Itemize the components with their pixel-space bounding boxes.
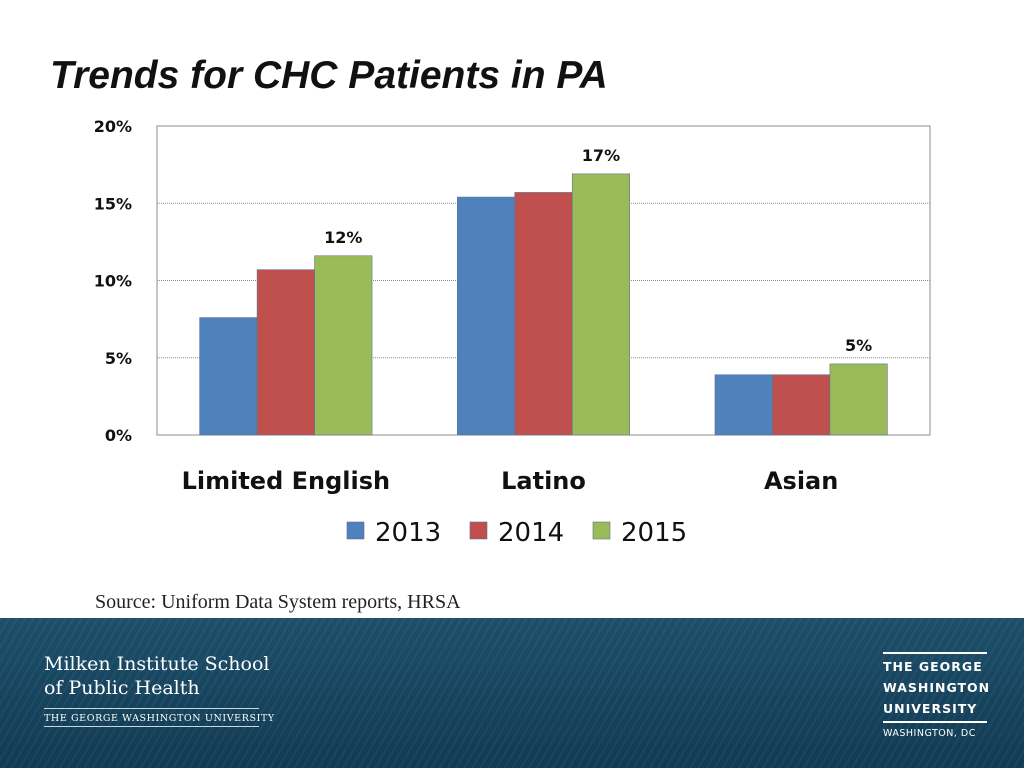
gwu-name-line1: THE GEORGE — [883, 659, 983, 674]
y-tick-label: 5% — [105, 349, 132, 368]
bar-limited-english-2015 — [314, 255, 373, 436]
logo-divider — [44, 708, 259, 709]
x-category-latino: Latino — [501, 467, 586, 495]
source-note: Source: Uniform Data System reports, HRS… — [95, 591, 461, 613]
bar-asian-2014 — [772, 374, 831, 436]
gwu-logo-rule — [883, 652, 987, 654]
bar-latino-2015 — [571, 173, 630, 436]
x-axis-categories: Limited English Latino Asian — [182, 467, 839, 495]
data-label-limited-english: 12% — [324, 228, 362, 247]
legend: 2013 2014 2015 — [346, 518, 687, 548]
bar-latino-2013 — [457, 196, 516, 436]
legend-swatch-2015 — [592, 521, 611, 540]
bar-limited-english-2013 — [199, 317, 258, 436]
gwu-name-line2: WASHINGTON — [883, 680, 991, 695]
legend-swatch-2013 — [346, 521, 365, 540]
school-name-line2: of Public Health — [44, 677, 200, 699]
legend-label-2014: 2014 — [498, 518, 564, 548]
y-tick-label: 10% — [94, 272, 132, 291]
gwu-name-line3: UNIVERSITY — [883, 701, 978, 716]
legend-swatch-2014 — [469, 521, 488, 540]
gwu-logo: THE GEORGE WASHINGTON UNIVERSITY WASHING… — [883, 652, 990, 739]
gwu-city: WASHINGTON, DC — [883, 728, 976, 739]
x-category-limited-english: Limited English — [182, 467, 391, 495]
y-tick-label: 0% — [105, 426, 132, 445]
y-axis-ticks: 0% 5% 10% 15% 20% — [94, 117, 132, 445]
legend-label-2013: 2013 — [375, 518, 441, 548]
y-tick-label: 20% — [94, 117, 132, 136]
school-name-line1: Milken Institute School — [44, 653, 270, 675]
data-label-latino: 17% — [582, 146, 620, 165]
legend-label-2015: 2015 — [621, 518, 687, 548]
bar-limited-english-2014 — [256, 269, 315, 436]
y-tick-label: 15% — [94, 194, 132, 213]
footer-banner: Milken Institute School of Public Health… — [0, 618, 1024, 768]
bar-chart: 0% 5% 10% 15% 20% 12% 17% 5% Limited English La… — [94, 117, 931, 548]
bar-asian-2013 — [714, 374, 773, 436]
logo-divider-bottom — [44, 726, 259, 727]
school-university-line: THE GEORGE WASHINGTON UNIVERSITY — [44, 713, 275, 724]
bar-asian-2015 — [829, 363, 888, 436]
milken-institute-logo: Milken Institute School of Public Health… — [44, 652, 275, 727]
bar-latino-2014 — [514, 192, 573, 436]
gwu-logo-rule-bottom — [883, 721, 987, 723]
bar-series — [199, 173, 888, 436]
data-label-asian: 5% — [845, 336, 872, 355]
slide-title: Trends for CHC Patients in PA — [50, 54, 608, 97]
x-category-asian: Asian — [764, 467, 838, 495]
data-labels: 12% 17% 5% — [324, 146, 872, 355]
